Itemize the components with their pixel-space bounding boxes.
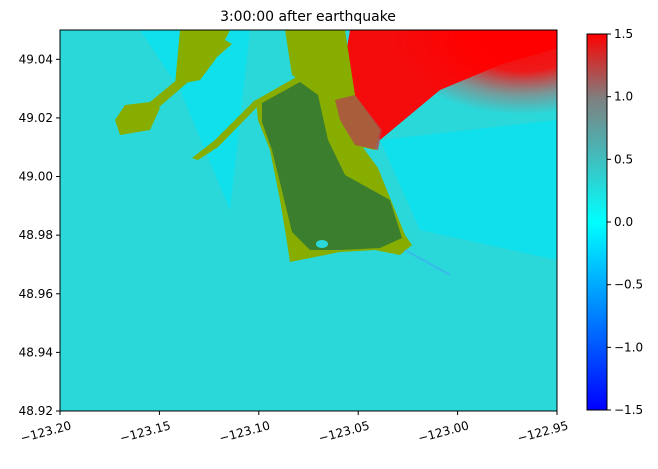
colorbar-tick-label: −1.0 bbox=[614, 340, 643, 354]
x-tick-label: −123.15 bbox=[118, 418, 172, 445]
y-tick-label: 48.94 bbox=[19, 345, 53, 359]
x-tick-label: −123.05 bbox=[317, 418, 371, 445]
y-tick-label: 49.00 bbox=[19, 170, 53, 184]
colorbar: −1.5 −1.0 −0.5 0.0 0.5 1.0 1.5 bbox=[586, 27, 643, 417]
peninsula-interior bbox=[262, 82, 402, 250]
colorbar-tick-label: 0.0 bbox=[614, 215, 633, 229]
land-causeway bbox=[150, 40, 232, 108]
x-axis: −123.20 −123.15 −123.10 −123.05 −123.00 −122.… bbox=[19, 411, 570, 445]
wake-streak bbox=[404, 249, 451, 276]
x-tick-label: −122.95 bbox=[516, 418, 570, 445]
colorbar-tick-label: 1.5 bbox=[614, 27, 633, 41]
inlet-pond bbox=[316, 240, 328, 248]
land-jetty bbox=[192, 100, 260, 160]
plot-frame bbox=[59, 29, 558, 412]
red-core bbox=[345, 30, 557, 140]
y-tick-label: 48.98 bbox=[19, 228, 53, 242]
colorbar-tick-label: −0.5 bbox=[614, 278, 643, 292]
x-tick-label: −123.20 bbox=[19, 418, 73, 445]
chart-title: 3:00:00 after earthquake bbox=[220, 9, 396, 25]
y-tick-label: 49.04 bbox=[19, 52, 53, 66]
colorbar-tick-label: 0.5 bbox=[614, 152, 633, 166]
colorbar-gradient bbox=[586, 33, 608, 411]
y-tick-label: 48.92 bbox=[19, 404, 53, 418]
x-tick-label: −123.00 bbox=[416, 418, 470, 445]
x-tick-label: −123.10 bbox=[218, 418, 272, 445]
cyan-wave-band bbox=[140, 30, 250, 210]
y-tick-label: 48.96 bbox=[19, 287, 53, 301]
land-spit bbox=[115, 102, 160, 135]
colorbar-tick-label: 1.0 bbox=[614, 90, 633, 104]
marsh-area bbox=[335, 95, 382, 150]
y-axis: 48.92 48.94 48.96 48.98 49.00 49.02 49.04 bbox=[19, 52, 60, 418]
plot-area bbox=[60, 30, 557, 411]
colorbar-tick-label: −1.5 bbox=[614, 403, 643, 417]
y-tick-label: 49.02 bbox=[19, 111, 53, 125]
colorbar-ticks: −1.5 −1.0 −0.5 0.0 0.5 1.0 1.5 bbox=[607, 27, 643, 417]
